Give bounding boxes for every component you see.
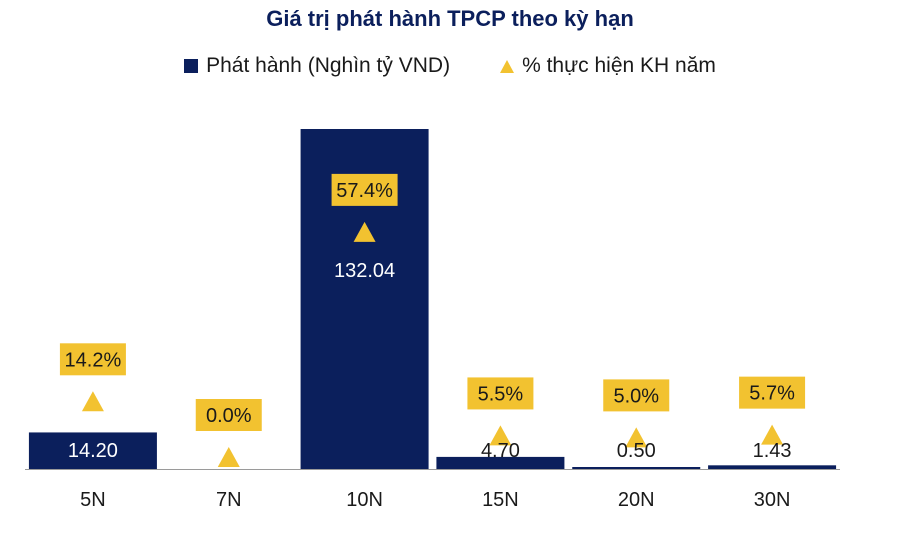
legend-swatch-triangle bbox=[500, 59, 515, 73]
x-tick-label-20N: 20N bbox=[618, 489, 655, 511]
chart-title: Giá trị phát hành TPCP theo kỳ hạn bbox=[266, 6, 634, 31]
marker-triangle-7N bbox=[217, 447, 240, 467]
chart-legend: Phát hành (Nghìn tỷ VND) % thực hiện KH … bbox=[0, 54, 900, 78]
legend-item-plan-pct: % thực hiện KH năm bbox=[500, 54, 716, 78]
bar-value-label-10N: 132.04 bbox=[334, 260, 395, 282]
marker-triangle-15N bbox=[489, 425, 512, 446]
bar-5N bbox=[28, 432, 157, 469]
marker-triangle-20N bbox=[625, 427, 648, 448]
legend-label-issuance: Phát hành (Nghìn tỷ VND) bbox=[206, 54, 451, 77]
x-tick-label-7N: 7N bbox=[216, 489, 242, 511]
pct-label-7N: 0.0% bbox=[206, 405, 252, 427]
legend-swatch-bar bbox=[184, 59, 199, 73]
bar-20N bbox=[572, 467, 701, 469]
pct-label-box-10N bbox=[331, 173, 398, 206]
marker-triangle-5N bbox=[81, 391, 104, 412]
legend-label-plan-pct: % thực hiện KH năm bbox=[522, 54, 716, 77]
bar-30N bbox=[708, 465, 837, 469]
pct-label-30N: 5.7% bbox=[749, 383, 795, 405]
pct-label-box-5N bbox=[59, 343, 126, 376]
x-tick-label-30N: 30N bbox=[754, 489, 791, 511]
pct-label-box-20N bbox=[603, 379, 670, 412]
marker-triangle-10N bbox=[353, 221, 376, 242]
pct-label-5N: 14.2% bbox=[65, 349, 122, 371]
legend-item-issuance: Phát hành (Nghìn tỷ VND) bbox=[184, 54, 450, 78]
bar-value-label-5N: 14.20 bbox=[68, 440, 118, 462]
pct-label-box-30N bbox=[739, 376, 806, 409]
pct-label-20N: 5.0% bbox=[613, 385, 659, 407]
bar-value-label-20N: 0.50 bbox=[617, 440, 656, 462]
x-tick-label-5N: 5N bbox=[80, 489, 106, 511]
pct-label-10N: 57.4% bbox=[336, 180, 393, 202]
pct-label-box-15N bbox=[467, 377, 534, 410]
bar-value-label-30N: 1.43 bbox=[753, 440, 792, 462]
x-tick-label-15N: 15N bbox=[482, 489, 519, 511]
x-tick-label-10N: 10N bbox=[346, 489, 383, 511]
marker-triangle-30N bbox=[761, 424, 784, 445]
bar-15N bbox=[436, 456, 565, 469]
pct-label-15N: 5.5% bbox=[478, 383, 524, 405]
bar-value-label-15N: 4.70 bbox=[481, 440, 520, 462]
pct-label-box-7N bbox=[195, 399, 262, 431]
